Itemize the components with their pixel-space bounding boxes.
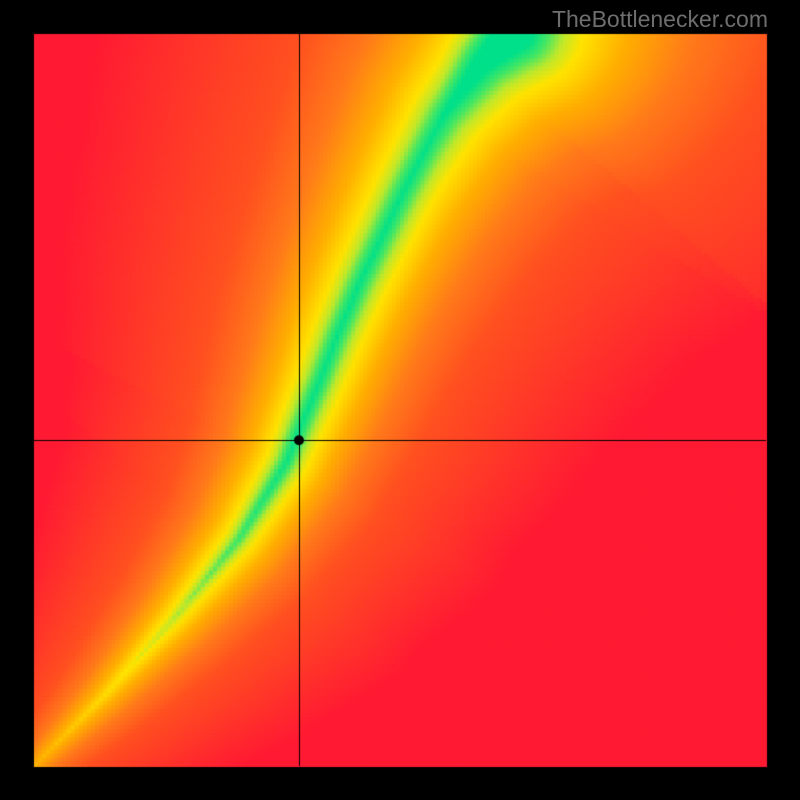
chart-container: TheBottlenecker.com: [0, 0, 800, 800]
watermark-text: TheBottlenecker.com: [552, 6, 768, 33]
bottleneck-heatmap: [0, 0, 800, 800]
